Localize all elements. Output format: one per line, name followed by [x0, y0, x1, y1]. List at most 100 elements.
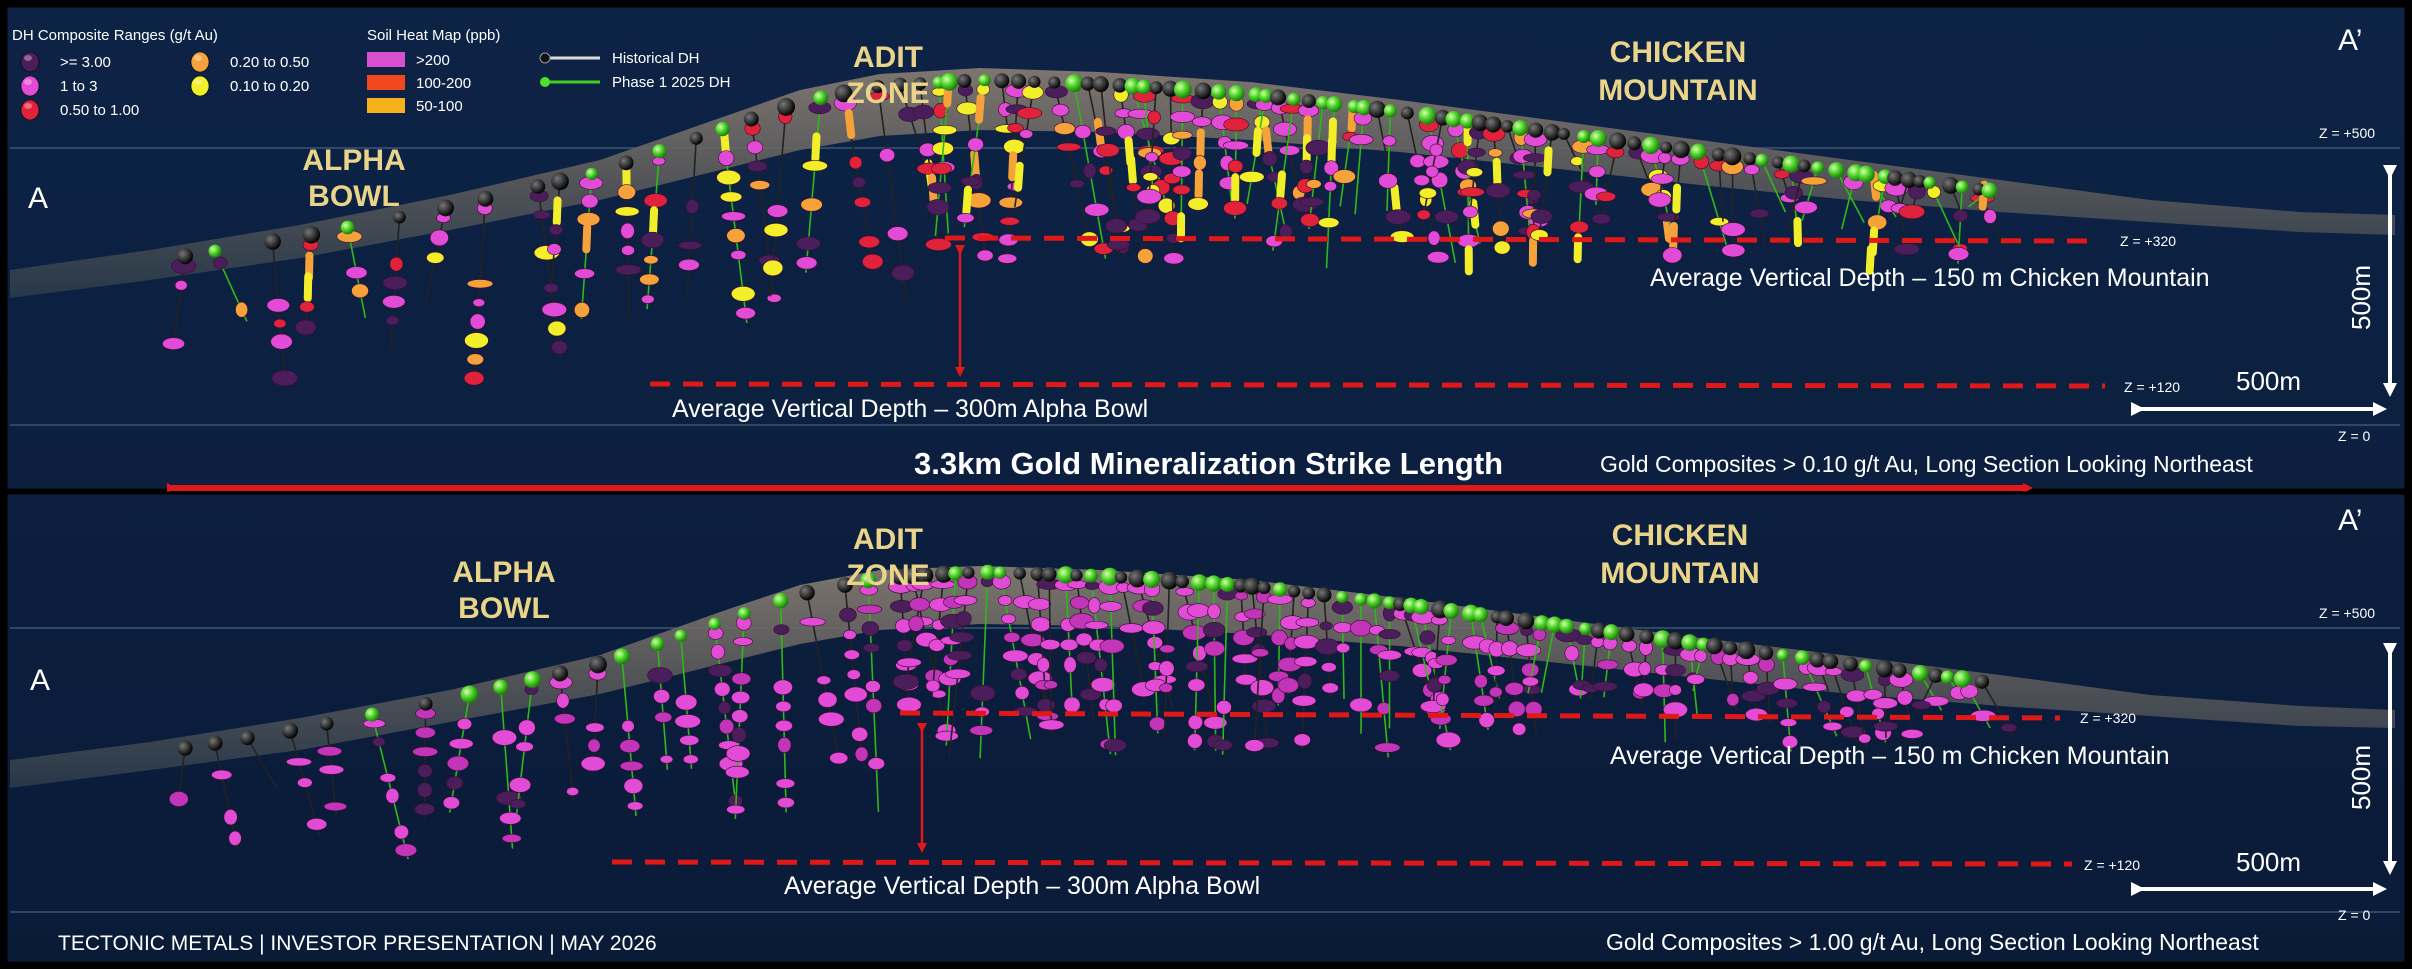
drillhole	[1406, 112, 1450, 268]
collar-phase1	[585, 167, 598, 181]
composite-interval	[1084, 202, 1110, 217]
collar-historical	[418, 697, 433, 711]
composite-interval	[580, 756, 606, 772]
collar-historical	[1797, 159, 1811, 173]
collar-historical	[1913, 174, 1927, 188]
composite-interval	[351, 283, 369, 299]
composite-interval	[614, 206, 640, 217]
composite-interval	[1378, 629, 1401, 640]
collar-phase1	[1190, 574, 1208, 592]
composite-interval	[1429, 143, 1443, 157]
collar-historical	[1092, 75, 1109, 93]
composite-interval	[518, 719, 536, 736]
composite-interval	[379, 773, 397, 783]
composite-interval	[1348, 134, 1374, 146]
collar-historical	[1887, 170, 1903, 186]
composite-interval	[1742, 671, 1759, 685]
composite-interval	[417, 764, 433, 778]
zone-label-adit: ADIT ZONE	[846, 41, 929, 110]
z-label-320-bottom: Z = +320	[2080, 710, 2136, 726]
collar-historical	[1711, 147, 1726, 162]
composite-interval	[464, 332, 489, 349]
drillhole	[1663, 640, 1688, 740]
composite-interval	[643, 255, 659, 265]
composite-interval	[1515, 643, 1542, 657]
drillholes-top	[162, 77, 2003, 388]
composite-interval	[892, 673, 920, 690]
composite-interval	[867, 757, 885, 770]
composite-interval	[1596, 659, 1619, 670]
collar-historical	[1160, 571, 1179, 590]
collar-historical	[1288, 585, 1301, 598]
dashed-line-z120	[649, 381, 2106, 389]
composite-interval	[1103, 738, 1127, 753]
composite-interval	[746, 140, 764, 155]
composite-interval	[1040, 639, 1061, 651]
composite-interval	[1488, 148, 1503, 158]
composite-interval	[862, 253, 884, 270]
drillhole	[1761, 159, 1787, 213]
collar-historical	[551, 665, 569, 682]
drillhole	[1515, 620, 1543, 739]
drillhole	[1185, 582, 1210, 751]
legend-historical-dh: Historical DH	[612, 50, 700, 67]
composite-interval	[1592, 681, 1618, 692]
composite-interval	[1084, 581, 1100, 590]
composite-interval	[1251, 699, 1277, 714]
collar-historical	[477, 190, 494, 207]
collar-historical	[1301, 94, 1316, 109]
composite-interval	[1382, 135, 1397, 147]
collar-phase1	[1589, 129, 1607, 147]
collar-historical	[1659, 141, 1673, 154]
composite-interval	[1336, 642, 1351, 654]
composite-interval	[299, 301, 315, 313]
composite-interval	[585, 722, 605, 733]
legend-dh-item: 0.50 to 1.00	[20, 99, 139, 121]
collar-historical	[1706, 637, 1723, 655]
collar-historical	[1368, 100, 1386, 118]
composite-interval	[174, 280, 188, 291]
collar-historical	[913, 77, 927, 90]
drillhole	[619, 656, 644, 816]
composite-interval	[796, 236, 821, 251]
collar-historical	[1618, 626, 1635, 643]
composite-interval	[969, 725, 994, 736]
composite-interval	[679, 734, 700, 746]
vertical-scale-label: 500m	[2346, 265, 2376, 330]
collar-phase1	[1512, 120, 1529, 136]
composite-interval	[659, 754, 674, 764]
composite-interval	[861, 621, 880, 636]
collar-phase1	[1173, 80, 1192, 99]
composite-interval	[1576, 635, 1594, 645]
composite-interval	[323, 801, 348, 812]
composite-interval	[1175, 587, 1194, 597]
composite-interval	[1898, 204, 1926, 220]
composite-interval	[1435, 654, 1458, 666]
composite-interval	[674, 714, 701, 729]
drillhole	[266, 241, 298, 388]
collar-phase1	[1782, 155, 1800, 173]
drillhole	[1095, 83, 1130, 255]
composite-interval	[931, 162, 952, 175]
drillhole	[1291, 593, 1320, 750]
composite-interval	[853, 196, 871, 208]
composite-interval	[1523, 153, 1548, 163]
composite-interval	[795, 256, 818, 270]
composite-interval	[1105, 698, 1123, 713]
collar-phase1	[1354, 592, 1368, 606]
composite-interval	[909, 597, 930, 612]
collar-phase1	[1383, 104, 1397, 118]
composite-interval	[1276, 170, 1287, 201]
composite-interval	[1486, 665, 1506, 676]
legend-phase1-dh: Phase 1 2025 DH	[612, 74, 730, 91]
composite-interval	[970, 684, 996, 702]
footer-text: TECTONIC METALS | INVESTOR PRESENTATION …	[58, 932, 657, 955]
legend-soil-label: 50-100	[416, 98, 463, 115]
composite-interval	[1291, 694, 1317, 707]
composite-interval	[774, 719, 793, 732]
composite-interval	[1207, 603, 1221, 620]
drillhole	[1073, 83, 1114, 259]
collar-historical	[177, 740, 193, 756]
drillhole	[285, 730, 328, 835]
collar-historical	[437, 199, 454, 217]
